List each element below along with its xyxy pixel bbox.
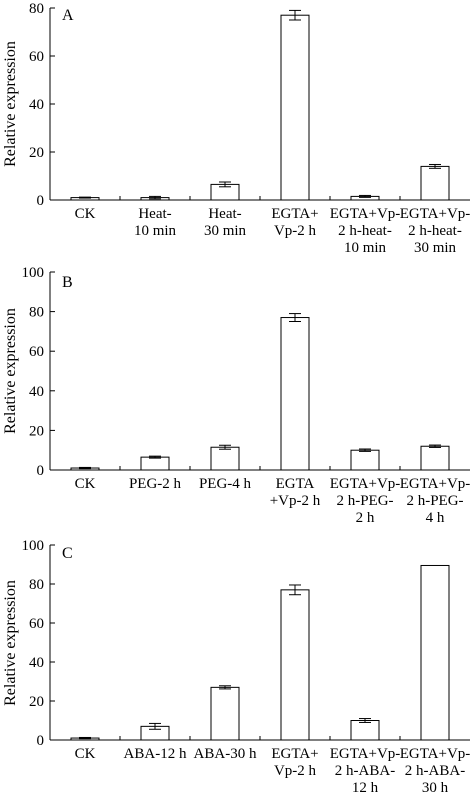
bar (420, 445, 450, 471)
y-tick-label: 100 (22, 538, 45, 554)
bar (210, 446, 240, 471)
x-category-label: 30 min (414, 240, 457, 256)
x-category-label: 10 min (344, 240, 387, 256)
x-category-label: 2 h-ABA- (405, 763, 465, 779)
x-category-label: 2 h-ABA- (335, 763, 395, 779)
x-category-label: CK (75, 206, 96, 222)
bar (140, 456, 170, 471)
x-category-label: Vp-2 h (274, 223, 317, 239)
x-category-label: CK (75, 746, 96, 762)
x-category-label: EGTA+Vp- (400, 206, 471, 222)
x-category-label: Heat- (138, 206, 171, 222)
x-category-label: EGTA+Vp- (400, 476, 471, 492)
x-category-label: PEG-2 h (129, 476, 182, 492)
y-tick-label: 40 (29, 655, 44, 671)
y-tick-label: 60 (29, 616, 44, 632)
panel-letter: C (62, 545, 73, 562)
x-category-label: 2 h-heat- (338, 223, 392, 239)
y-tick-label: 40 (29, 384, 44, 400)
x-category-label: EGTA (276, 476, 315, 492)
x-category-label: 2 h-heat- (408, 223, 462, 239)
x-category-label: EGTA+Vp- (330, 476, 401, 492)
y-tick-label: 80 (29, 1, 44, 17)
bar (280, 14, 310, 201)
y-tick-label: 20 (29, 423, 44, 439)
y-axis-title: Relative expression (2, 41, 19, 167)
x-category-label: ABA-30 h (194, 746, 257, 762)
y-tick-label: 0 (37, 193, 45, 209)
x-category-label: 2 h-PEG- (406, 493, 463, 509)
panel-letter: B (62, 274, 73, 291)
x-category-label: EGTA+Vp- (330, 746, 401, 762)
y-tick-label: 60 (29, 49, 44, 65)
bar (280, 317, 310, 471)
y-tick-label: 80 (29, 305, 44, 321)
x-category-label: Vp-2 h (274, 763, 317, 779)
y-tick-label: 40 (29, 97, 44, 113)
x-category-label: 30 min (204, 223, 247, 239)
x-category-label: EGTA+ (271, 206, 318, 222)
x-category-label: 4 h (426, 510, 445, 526)
y-axis-title: Relative expression (2, 580, 19, 706)
y-tick-label: 80 (29, 577, 44, 593)
x-category-label: Heat- (208, 206, 241, 222)
x-category-label: 2 h-PEG- (336, 493, 393, 509)
y-tick-label: 20 (29, 145, 44, 161)
bar (420, 564, 450, 741)
x-category-label: EGTA+Vp- (330, 206, 401, 222)
x-category-label: 30 h (422, 780, 449, 796)
bar (350, 449, 380, 471)
y-tick-label: 60 (29, 344, 44, 360)
y-axis-title: Relative expression (2, 308, 19, 434)
x-category-label: ABA-12 h (124, 746, 187, 762)
x-category-label: +Vp-2 h (270, 493, 321, 509)
panel-letter: A (62, 7, 74, 24)
bar (420, 165, 450, 201)
x-category-label: 2 h (356, 510, 375, 526)
bar (210, 686, 240, 741)
y-tick-label: 100 (22, 265, 45, 281)
y-tick-label: 0 (37, 463, 45, 479)
bar (280, 589, 310, 741)
x-category-label: EGTA+Vp- (400, 746, 471, 762)
x-category-label: EGTA+ (271, 746, 318, 762)
y-tick-label: 20 (29, 694, 44, 710)
x-category-label: PEG-4 h (199, 476, 252, 492)
bar (350, 720, 380, 741)
x-category-label: CK (75, 476, 96, 492)
x-category-label: 12 h (352, 780, 379, 796)
x-category-label: 10 min (134, 223, 177, 239)
y-tick-label: 0 (37, 733, 45, 749)
